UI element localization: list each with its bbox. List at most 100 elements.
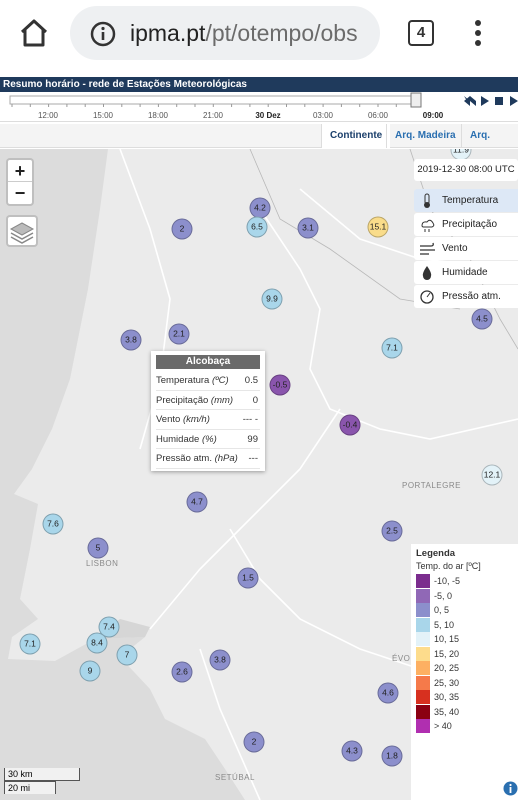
layer-option[interactable]: Precipitação — [414, 213, 518, 236]
station-marker[interactable]: 7.1 — [19, 633, 41, 655]
timeline-track — [9, 92, 518, 108]
place-label: LISBON — [86, 559, 119, 568]
legend-entry: 30, 35 — [416, 690, 513, 704]
menu-button[interactable] — [470, 18, 486, 48]
layer-option[interactable]: Humidade — [414, 261, 518, 284]
map[interactable]: PORTALEGRE LISBON ÉVORA SETÚBAL 11.9 4.2 6… — [0, 149, 518, 800]
popup-label: Pressão atm. — [156, 453, 212, 464]
info-button[interactable] — [503, 781, 518, 796]
info-icon[interactable] — [90, 21, 116, 47]
tab-count[interactable]: 4 — [408, 20, 434, 46]
time-label: 30 Dez — [255, 111, 281, 120]
layer-option[interactable]: Vento — [414, 237, 518, 260]
zoom-out[interactable]: − — [14, 183, 26, 203]
legend-label: 0, 5 — [434, 605, 450, 615]
popup-unit: (mm) — [210, 394, 234, 406]
legend-label: 20, 25 — [434, 663, 460, 673]
popup-row: Vento (km/h) --- - — [156, 410, 260, 430]
legend-label: -5, 0 — [434, 590, 453, 601]
station-marker[interactable]: 9.9 — [261, 288, 283, 310]
legend-label: 5, 10 — [434, 619, 455, 630]
browser-bar: ipma.pt/pt/otempo/obs 4 — [0, 0, 518, 70]
station-marker[interactable]: 2.1 — [168, 323, 190, 345]
legend-swatch — [416, 661, 430, 675]
layers-button[interactable] — [6, 215, 38, 247]
zoom-control: + − — [6, 158, 34, 206]
station-marker[interactable]: 5 — [87, 537, 109, 559]
timeline-thumb[interactable] — [410, 92, 422, 108]
legend-label: 15, 20 — [434, 648, 460, 659]
popup-value: --- — [248, 453, 259, 464]
station-marker[interactable]: 4.5 — [471, 308, 493, 330]
station-marker[interactable]: 3.1 — [297, 217, 319, 239]
legend-swatch — [416, 574, 430, 588]
legend-subtitle: Temp. do ar [ºC] — [416, 561, 481, 571]
time-label: 21:00 — [202, 111, 224, 120]
layer-label: Precipitação — [442, 219, 498, 230]
tab[interactable]: Arq. Madeira — [386, 124, 464, 148]
url-host: ipma.pt — [130, 20, 206, 46]
station-marker[interactable]: 3.8 — [209, 649, 231, 671]
legend-label: 35, 40 — [434, 706, 460, 717]
station-marker[interactable]: 6.5 — [246, 216, 268, 238]
station-marker[interactable]: 9 — [79, 660, 101, 682]
legend-swatch — [416, 646, 430, 661]
popup-value: 0 — [252, 394, 258, 406]
legend-label: 25, 30 — [434, 677, 460, 688]
station-marker[interactable]: 7.6 — [42, 513, 64, 535]
time-label: 06:00 — [367, 111, 389, 120]
legend-label: 30, 35 — [434, 692, 460, 702]
zoom-in[interactable]: + — [8, 160, 32, 182]
popup-label: Vento — [156, 414, 181, 425]
station-marker[interactable]: 4.3 — [341, 740, 363, 762]
popup-label: Humidade — [156, 433, 200, 445]
station-marker[interactable]: 2 — [243, 731, 265, 753]
time-current: 09:00 — [422, 111, 444, 120]
station-marker[interactable]: 2.5 — [381, 520, 403, 542]
tab[interactable]: Arq. Açores — [461, 124, 518, 165]
header-title: Resumo horário - rede de Estações Meteor… — [0, 77, 518, 92]
layer-option[interactable]: Pressão atm. — [414, 285, 518, 308]
layer-label: Vento — [442, 243, 468, 254]
station-marker[interactable]: -0.4 — [339, 414, 361, 436]
station-marker[interactable]: 15.1 — [367, 216, 389, 238]
place-label: ÉVORA — [392, 654, 423, 663]
time-label: 12:00 — [37, 111, 59, 120]
time-label: 18:00 — [147, 111, 169, 120]
popup-label: Temperatura — [156, 375, 210, 386]
popup-unit: (%) — [201, 433, 217, 445]
station-marker[interactable]: 7.1 — [381, 337, 403, 359]
legend-entry: > 40 — [416, 719, 513, 733]
url-bar[interactable]: ipma.pt/pt/otempo/obs — [70, 6, 380, 60]
legend-entry: 15, 20 — [416, 646, 513, 661]
tab[interactable]: Continente — [321, 124, 391, 148]
layer-option[interactable]: Temperatura — [414, 189, 518, 212]
station-marker[interactable]: 1.5 — [237, 567, 259, 589]
legend-label: -10, -5 — [434, 576, 461, 586]
station-marker[interactable]: 1.8 — [381, 745, 403, 767]
popup-value: 99 — [247, 433, 258, 445]
station-marker[interactable]: 3.8 — [120, 329, 142, 351]
place-label: SETÚBAL — [215, 773, 255, 782]
legend-entry: 20, 25 — [416, 661, 513, 675]
legend-swatch — [416, 704, 430, 719]
legend-label: 10, 15 — [434, 634, 460, 644]
station-marker[interactable]: 7.4 — [98, 616, 120, 638]
station-marker[interactable]: 12.1 — [481, 464, 503, 486]
station-marker[interactable]: 2 — [171, 218, 193, 240]
station-marker[interactable]: 7 — [116, 644, 138, 666]
popup-row: Temperatura (ºC) 0.5 — [156, 371, 260, 391]
popup-row: Humidade (%) 99 — [156, 430, 260, 449]
legend-swatch — [416, 719, 430, 733]
scale-label: 30 km — [4, 768, 80, 781]
station-marker[interactable]: 2.6 — [171, 661, 193, 683]
home-button[interactable] — [18, 17, 50, 49]
station-marker[interactable]: -0.5 — [269, 374, 291, 396]
legend: Legenda Temp. do ar [ºC] -10, -5 -5, 0 0, … — [411, 544, 518, 800]
station-marker[interactable]: 4.6 — [377, 682, 399, 704]
layer-label: Temperatura — [442, 195, 499, 206]
station-marker[interactable]: 4.2 — [249, 197, 271, 219]
station-marker[interactable]: 4.7 — [186, 491, 208, 513]
station-marker[interactable]: 8.4 — [86, 632, 108, 654]
playback-controls[interactable] — [464, 96, 518, 106]
